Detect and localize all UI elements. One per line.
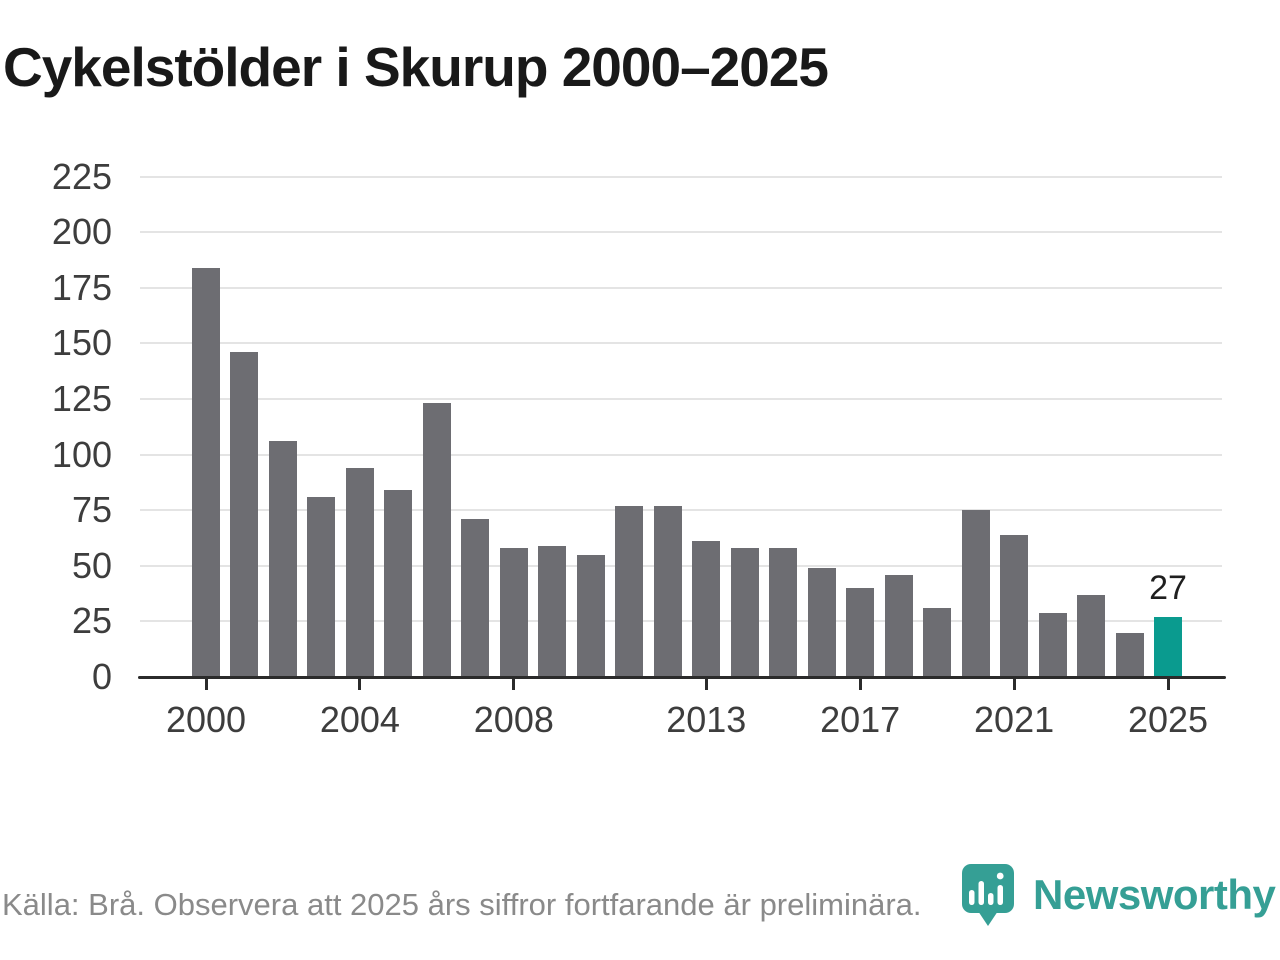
gridline-175 [140,286,1222,289]
bar-2010 [576,555,605,677]
x-axis-tick [358,679,362,690]
bar-2000 [192,268,220,677]
y-axis-tick-label: 200 [51,211,112,253]
bar-2002 [268,441,297,677]
x-axis-tick-label: 2000 [165,699,247,740]
newsworthy-logo-text: Newsworthy [1033,871,1276,918]
bar-2016 [807,568,836,677]
y-axis-tick-label: 150 [51,322,112,364]
bar-chart: 0 25 50 75 100 125 150 175 200 225 2000 2004 2008 201… [51,155,1226,740]
x-axis-tick-label: 2025 [1127,699,1209,740]
bar-2023 [1077,595,1106,677]
x-axis-tick-label: 2008 [473,699,554,740]
bar-2017 [846,588,875,677]
x-axis-tick [1012,679,1016,690]
newsworthy-pin-chart-icon [962,864,1014,926]
bar-2014 [730,548,759,677]
x-axis-tick [704,679,708,690]
x-axis-line [138,676,1226,679]
x-axis-tick-label: 2004 [319,699,400,740]
x-axis-tick [858,679,862,690]
bar-2003 [307,497,336,677]
gridline-125 [140,398,1222,400]
bar-2025 [1154,617,1182,677]
bar-2008 [499,548,528,677]
bar-2012 [653,506,682,677]
bar-2015 [769,548,798,677]
bar-2019 [923,608,952,677]
source-note: Källa: Brå. Observera att 2025 års siffr… [2,887,922,922]
bar-2011 [615,506,644,677]
gridline-100 [140,453,1222,456]
y-axis-tick-label: 125 [51,378,112,419]
x-axis-tick [204,679,208,690]
gridline-225 [140,175,1222,178]
bar-2020 [961,510,990,677]
newsworthy-logo: Newsworthy [962,864,1276,928]
y-axis-tick-label: 25 [71,600,112,642]
x-axis-tick-label: 2013 [666,699,747,740]
bar-2005 [384,490,413,677]
bar-2004 [345,468,374,677]
bar-2021 [1000,535,1029,677]
x-axis-tick-label: 2021 [974,699,1055,740]
y-axis-tick-label: 100 [51,433,112,475]
bar-2024 [1115,633,1144,677]
bar-2007 [461,519,490,677]
chart-title: Cykelstölder i Skurup 2000–2025 [3,36,829,98]
highlight-value-label: 27 [1149,569,1187,607]
bar-2009 [538,546,567,677]
y-axis-tick-label: 50 [71,544,112,586]
bar-2022 [1038,613,1067,677]
y-axis-tick-label: 175 [51,266,112,308]
bar-2018 [884,575,913,677]
y-axis-tick-label: 75 [71,489,112,531]
gridline-150 [140,342,1222,345]
y-axis-tick-label: 225 [51,155,112,197]
bar-2013 [692,541,721,677]
x-axis-tick [512,679,516,690]
bar-2001 [230,352,259,677]
x-axis-tick-label: 2017 [820,699,901,740]
x-axis-tick [1166,679,1170,690]
bar-2006 [422,403,451,677]
y-axis-tick-label: 0 [91,656,112,697]
gridline-200 [140,231,1222,234]
